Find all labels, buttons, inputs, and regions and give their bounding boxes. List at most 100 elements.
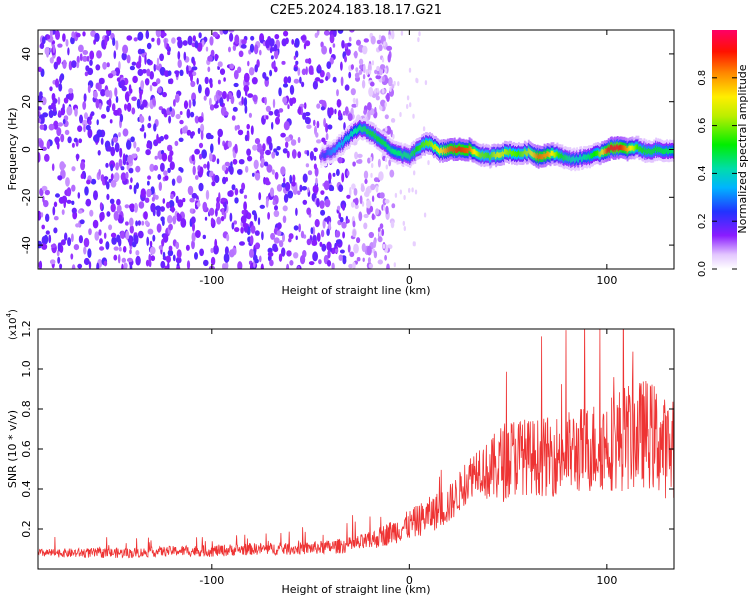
x-tick-label: -100 [199,574,224,587]
heatmap-noise-cell [332,172,336,177]
heatmap-noise-cell [222,30,229,35]
heatmap-noise-cell [319,241,323,247]
heatmap-noise-cell [370,172,373,178]
heatmap-noise-cell [336,168,340,177]
heatmap-ridge-cell [643,146,646,152]
heatmap-noise-cell [367,63,372,73]
heatmap-noise-cell [250,125,254,135]
heatmap-noise-cell [198,32,202,39]
heatmap-ridge-cell [395,149,398,155]
heatmap-ridge-cell [516,152,518,158]
colorbar-tick-label: 0.6 [697,118,708,134]
heatmap-noise-cell [63,97,69,104]
heatmap-noise-cell [64,129,70,136]
heatmap-noise-cell [230,95,235,105]
heatmap-ridge-cell [596,150,598,157]
heatmap-noise-cell [216,158,220,165]
heatmap-noise-cell [151,37,155,42]
heatmap-ridge-cell [459,146,462,152]
heatmap-noise-cell [108,98,112,108]
heatmap-noise-cell [220,197,227,203]
heatmap-noise-cell [38,152,41,162]
heatmap-ridge-cell [666,147,668,153]
heatmap-noise-cell [275,151,280,157]
heatmap-ridge-cell [422,142,425,148]
heatmap-noise-cell [310,227,314,235]
heatmap-ridge-cell [444,147,447,153]
heatmap-noise-cell [370,183,376,191]
heatmap-noise-cell [341,172,345,183]
heatmap-noise-cell [283,121,290,131]
heatmap-ridge-cell [538,153,541,159]
heatmap-noise-cell [417,37,420,43]
colorbar-ticks: 0.0 0.2 0.4 0.6 0.8 [697,70,737,277]
heatmap-noise-cell [243,72,250,83]
heatmap-noise-cell [118,246,122,252]
heatmap-noise-cell [192,222,195,232]
heatmap-ridge-cell [427,140,429,147]
heatmap-noise-cell [88,228,92,236]
heatmap-ridge-cell [517,151,519,157]
heatmap-noise-cell [326,260,332,267]
heatmap-ridge-cell [650,149,653,155]
heatmap-noise-cell [237,261,243,269]
heatmap-noise-cell [116,198,121,206]
heatmap-ridge-cell [430,141,432,147]
heatmap-noise-cell [382,88,385,94]
heatmap-noise-cell [104,89,111,98]
heatmap-noise-cell [76,61,80,69]
heatmap-ridge-cell [501,152,504,158]
x-tick-label: 100 [596,574,617,587]
heatmap-noise-cell [291,181,296,187]
heatmap-noise-cell [71,142,75,148]
heatmap-noise-cell [207,55,213,62]
heatmap-noise-cell [118,158,123,167]
heatmap-noise-cell [129,65,135,71]
heatmap-noise-cell [228,249,235,258]
heatmap-noise-cell [56,56,62,65]
heatmap-noise-cell [129,217,134,227]
heatmap-noise-cell [83,93,87,102]
heatmap-noise-cell [104,175,108,186]
heatmap-ridge-cell [552,150,555,156]
heatmap-noise-cell [132,75,138,84]
heatmap-noise-cell [61,195,68,204]
heatmap-ridge-cell [578,157,581,163]
heatmap-noise-cell [43,234,49,245]
heatmap-ridge-cell [598,151,601,158]
heatmap-noise-cell [356,39,361,46]
heatmap-noise-cell [245,165,249,173]
heatmap-noise-cell [248,112,252,118]
heatmap-noise-cell [271,151,276,159]
heatmap-ridge-cell [656,147,659,153]
heatmap-noise-cell [116,77,121,82]
heatmap-noise-cell [110,232,117,238]
heatmap-noise-cell [306,124,312,129]
heatmap-noise-cell [51,163,55,171]
heatmap-noise-cell [229,212,233,222]
heatmap-ridge-cell [640,146,643,152]
heatmap-noise-cell [251,210,257,216]
heatmap-noise-cell [343,256,347,262]
heatmap-noise-cell [280,132,286,138]
heatmap-noise-cell [385,205,389,215]
heatmap-noise-cell [70,36,75,45]
heatmap-ridge-cell [554,152,557,158]
snr-x-axis-label: Height of straight line (km) [281,583,430,596]
heatmap-ridge-cell [346,136,348,142]
heatmap-noise-cell [164,175,169,181]
heatmap-noise-cell [87,248,92,259]
heatmap-noise-cell [380,64,386,70]
heatmap-noise-cell [151,196,155,202]
heatmap-noise-cell [316,103,321,109]
heatmap-ridge-cell [587,154,589,160]
heatmap-noise-cell [59,75,63,84]
heatmap-noise-cell [316,197,320,208]
heatmap-noise-cell [375,95,380,101]
heatmap-noise-cell [358,211,363,222]
heatmap-noise-cell [244,134,248,142]
heatmap-noise-cell [137,68,144,77]
heatmap-noise-cell [340,76,344,87]
heatmap-noise-cell [107,73,114,79]
heatmap-noise-cell [332,43,336,48]
